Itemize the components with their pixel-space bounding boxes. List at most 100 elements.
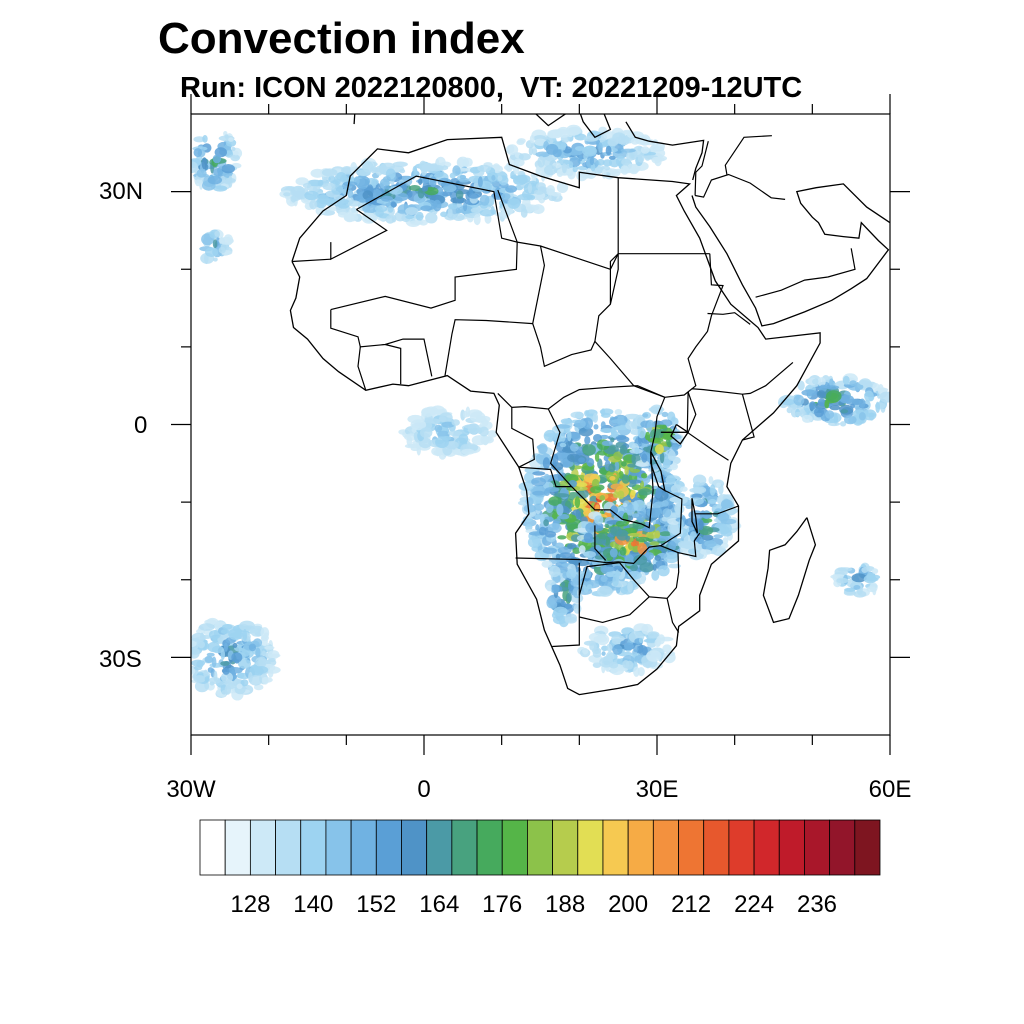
colorbar-label-152: 152 xyxy=(356,891,396,918)
convection-ne-africa-band xyxy=(505,124,667,182)
colorbar-label-212: 212 xyxy=(671,891,711,918)
colorbar xyxy=(199,819,881,876)
levant-coastline xyxy=(625,121,705,181)
border-16 xyxy=(578,545,680,600)
border-6 xyxy=(330,309,433,377)
colorbar-swatch-11 xyxy=(476,819,503,876)
border-9 xyxy=(497,385,666,410)
border-7 xyxy=(385,343,402,385)
colorbar-swatch-16 xyxy=(602,819,629,876)
lat-label-0: 0 xyxy=(134,412,147,439)
africa-coastline xyxy=(289,136,821,696)
border-12 xyxy=(518,466,572,488)
colorbar-swatch-15 xyxy=(577,819,604,876)
colorbar-swatch-6 xyxy=(350,819,377,876)
colorbar-swatch-1 xyxy=(224,819,251,876)
border-27 xyxy=(707,312,751,325)
coastlines-borders xyxy=(289,114,890,696)
lat-label-30s: 30S xyxy=(99,646,142,673)
convection-zambia xyxy=(573,499,690,584)
border-25 xyxy=(741,394,755,441)
border-32 xyxy=(827,248,856,278)
convection-sahara-band xyxy=(279,156,569,227)
colorbar-swatch-2 xyxy=(249,819,276,876)
chart-subtitle: Run: ICON 2022120800, VT: 20221209-12UTC xyxy=(180,72,803,104)
border-11 xyxy=(547,397,666,529)
lake-outline-2 xyxy=(691,498,699,534)
border-19 xyxy=(677,532,701,558)
colorbar-swatch-4 xyxy=(300,819,327,876)
colorbar-swatch-21 xyxy=(728,819,755,876)
colorbar-swatch-23 xyxy=(778,819,805,876)
colorbar-swatch-20 xyxy=(703,819,730,876)
colorbar-swatch-19 xyxy=(678,819,705,876)
convection-namibia xyxy=(544,563,584,628)
border-26 xyxy=(609,253,619,305)
arabia-coastline xyxy=(691,183,890,327)
colorbar-swatch-25 xyxy=(829,819,856,876)
colorbar-label-236: 236 xyxy=(797,891,837,918)
colorbar-swatch-18 xyxy=(652,819,679,876)
colorbar-swatch-24 xyxy=(804,819,831,876)
colorbar-swatch-12 xyxy=(501,819,528,876)
convection-gulf-guinea xyxy=(398,405,498,460)
border-13 xyxy=(515,489,683,565)
colorbar-swatch-8 xyxy=(401,819,428,876)
border-4 xyxy=(532,245,596,368)
europe-coastline xyxy=(353,114,612,139)
madagascar-coastline xyxy=(762,517,817,624)
convection-west-atlantic-s xyxy=(191,617,281,701)
colorbar-swatch-13 xyxy=(527,819,553,876)
colorbar-label-164: 164 xyxy=(419,891,459,918)
colorbar-swatch-26 xyxy=(854,819,881,876)
colorbar-swatch-14 xyxy=(552,819,579,876)
colorbar-swatch-10 xyxy=(451,819,478,876)
convection-ocean-patch xyxy=(199,229,234,265)
chart-title: Convection index xyxy=(158,14,525,63)
border-22 xyxy=(660,391,697,433)
colorbar-swatch-7 xyxy=(375,819,402,876)
border-10 xyxy=(511,407,535,468)
colorbar-label-128: 128 xyxy=(230,891,270,918)
border-23 xyxy=(686,391,689,433)
border-24 xyxy=(687,253,724,390)
convection-madagascar-e xyxy=(830,562,881,598)
border-30 xyxy=(724,135,772,175)
convection-field xyxy=(191,124,890,701)
border-3 xyxy=(330,189,518,311)
border-14 xyxy=(594,525,607,561)
convection-indian-ocean xyxy=(777,373,890,427)
convection-south-africa xyxy=(577,623,676,677)
border-28 xyxy=(291,258,331,263)
lon-label-30w: 30W xyxy=(166,776,216,803)
colorbar-swatch-0 xyxy=(199,819,226,876)
lat-label-30n: 30N xyxy=(99,178,143,205)
convection-west-atlantic-n xyxy=(191,131,243,192)
border-20 xyxy=(695,505,739,515)
lon-label-30e: 30E xyxy=(636,776,679,803)
colorbar-label-188: 188 xyxy=(545,891,585,918)
border-17 xyxy=(579,596,650,624)
colorbar-label-200: 200 xyxy=(608,891,648,918)
border-0 xyxy=(330,209,388,261)
colorbar-swatch-22 xyxy=(753,819,780,876)
border-29 xyxy=(694,141,709,196)
lon-label-0: 0 xyxy=(417,776,430,803)
border-33 xyxy=(755,276,828,298)
border-2 xyxy=(594,177,794,398)
border-5 xyxy=(444,319,533,376)
colorbar-swatch-17 xyxy=(627,819,654,876)
colorbar-label-224: 224 xyxy=(734,891,774,918)
colorbar-swatch-3 xyxy=(275,819,302,876)
lon-label-60e: 60E xyxy=(869,776,912,803)
colorbar-swatch-9 xyxy=(426,819,453,876)
colorbar-label-176: 176 xyxy=(482,891,522,918)
colorbar-labels: 128 140 152 164 176 188 200 212 224 236 xyxy=(230,891,837,918)
colorbar-label-140: 140 xyxy=(293,891,333,918)
convection-tanzania xyxy=(667,474,742,561)
border-31 xyxy=(694,173,786,200)
border-18 xyxy=(666,598,680,633)
colorbar-swatch-5 xyxy=(325,819,352,876)
border-8 xyxy=(357,346,367,391)
